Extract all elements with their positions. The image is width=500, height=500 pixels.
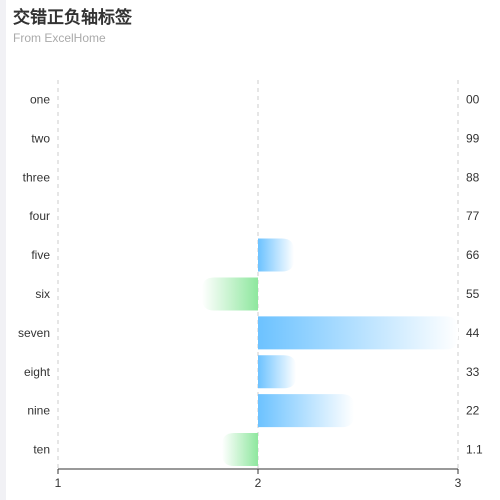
bar-seven xyxy=(258,316,458,350)
right-axis-label: 55 xyxy=(466,287,480,301)
category-label: five xyxy=(31,248,50,262)
category-label: nine xyxy=(27,404,50,418)
right-axis-label: 77 xyxy=(466,209,480,223)
bar-six xyxy=(202,277,258,311)
right-axis-label: 33 xyxy=(466,365,480,379)
right-axis-label: 22 xyxy=(466,404,480,418)
right-axis-label: 1.1 xyxy=(466,443,483,457)
category-label: four xyxy=(29,209,50,223)
left-edge-strip xyxy=(0,0,6,500)
category-label: ten xyxy=(33,443,50,457)
bar-ten xyxy=(222,433,258,467)
x-tick-label: 3 xyxy=(455,476,462,490)
bar-eight xyxy=(258,355,296,389)
x-tick-label: 2 xyxy=(255,476,262,490)
category-label: three xyxy=(23,170,51,184)
category-label: two xyxy=(31,131,50,145)
category-label: one xyxy=(30,92,50,106)
right-axis-label: 00 xyxy=(466,92,480,106)
category-label: seven xyxy=(18,326,50,340)
category-label: eight xyxy=(24,365,51,379)
chart-subtitle: From ExcelHome xyxy=(13,31,106,45)
x-tick-label: 1 xyxy=(55,476,62,490)
bar-nine xyxy=(258,394,354,428)
right-axis-label: 66 xyxy=(466,248,480,262)
chart-title: 交错正负轴标签 xyxy=(13,8,132,28)
bar-five xyxy=(258,238,294,272)
right-axis-label: 88 xyxy=(466,170,480,184)
category-label: six xyxy=(35,287,50,301)
right-axis-label: 44 xyxy=(466,326,480,340)
right-axis-label: 99 xyxy=(466,131,480,145)
